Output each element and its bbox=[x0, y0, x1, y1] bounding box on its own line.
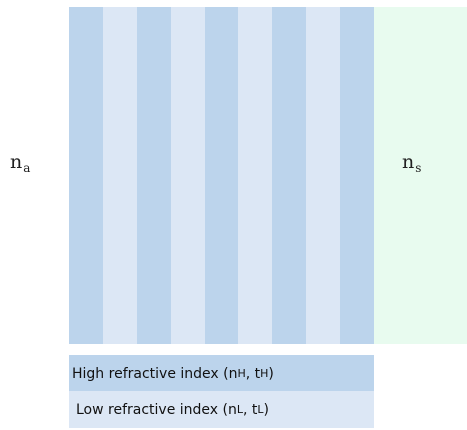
legend-low-sub-t: L bbox=[257, 403, 264, 416]
multilayer-stack bbox=[69, 7, 375, 344]
substrate-index-label: ns bbox=[402, 151, 422, 175]
legend-low-mid: , t bbox=[243, 401, 258, 418]
legend-high-end: ) bbox=[268, 365, 274, 382]
substrate-region bbox=[374, 7, 467, 344]
legend-high-mid: , t bbox=[245, 365, 261, 382]
high-index-layer bbox=[136, 7, 171, 344]
high-index-layer bbox=[272, 7, 307, 344]
ambient-symbol: n bbox=[10, 151, 23, 173]
legend-high-index: High refractive index (n H, t H) bbox=[69, 355, 374, 392]
legend-low-index: Low refractive index (n L, t L) bbox=[69, 391, 374, 428]
low-index-layer bbox=[306, 7, 341, 344]
legend-high-sub-n: H bbox=[237, 367, 246, 380]
substrate-subscript: s bbox=[415, 161, 422, 175]
high-index-layer bbox=[340, 7, 375, 344]
legend-high-sub-t: H bbox=[260, 367, 269, 380]
legend-high-text: High refractive index (n bbox=[72, 365, 238, 382]
high-index-layer bbox=[69, 7, 103, 344]
low-index-layer bbox=[238, 7, 273, 344]
legend-low-sub-n: L bbox=[236, 403, 243, 416]
legend-low-text: Low refractive index (n bbox=[76, 401, 237, 418]
low-index-layer bbox=[102, 7, 137, 344]
legend-low-end: ) bbox=[263, 401, 269, 418]
high-index-layer bbox=[204, 7, 239, 344]
ambient-index-label: na bbox=[10, 151, 31, 175]
substrate-symbol: n bbox=[402, 151, 415, 173]
low-index-layer bbox=[170, 7, 205, 344]
ambient-subscript: a bbox=[23, 161, 31, 175]
